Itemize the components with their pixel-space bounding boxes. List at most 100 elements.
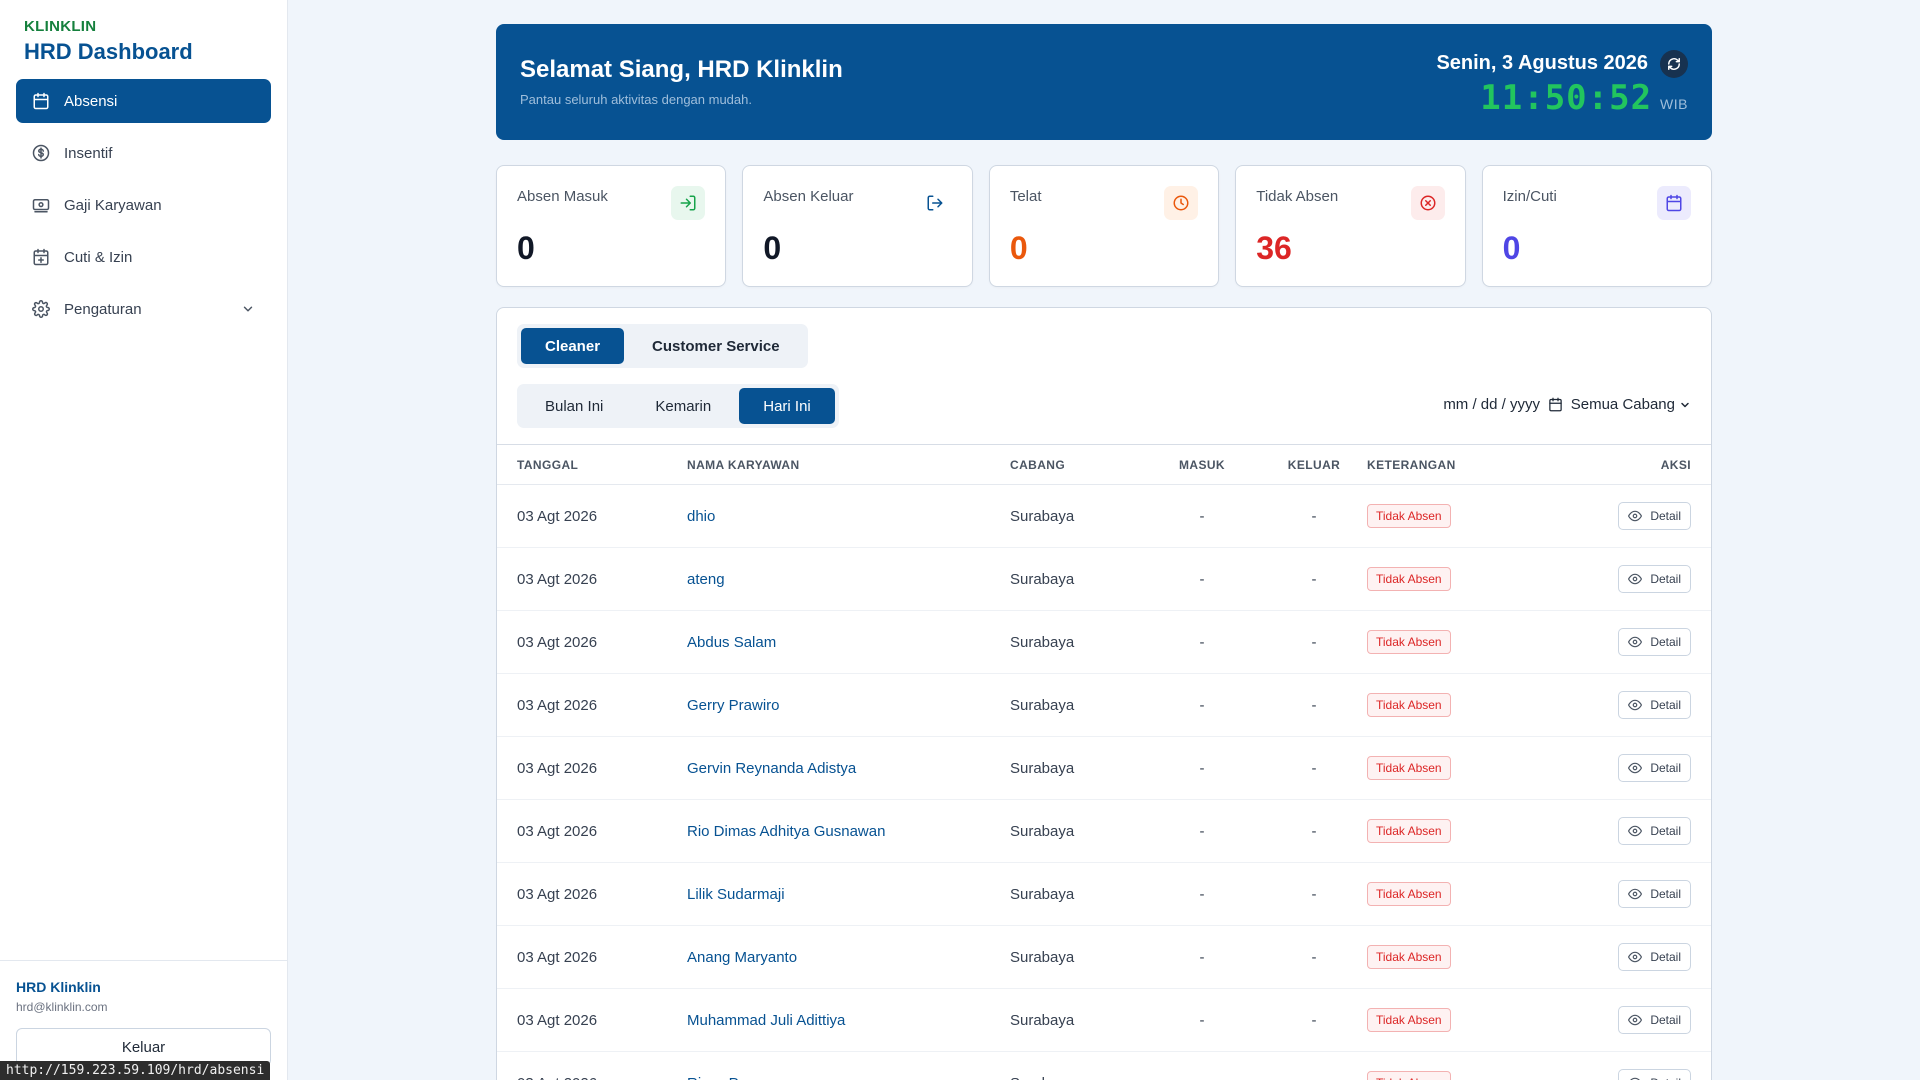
employee-name-link[interactable]: dhio	[687, 507, 716, 525]
eye-icon	[1628, 698, 1643, 712]
detail-button[interactable]: Detail	[1618, 754, 1691, 782]
employee-name-link[interactable]: Abdus Salam	[687, 633, 777, 651]
eye-icon	[1628, 761, 1643, 775]
calendar-icon[interactable]	[1548, 397, 1563, 412]
eye-icon	[1628, 1013, 1643, 1027]
row-note: Tidak Absen	[1367, 737, 1567, 800]
date-filter-input[interactable]: mm / dd / yyyy	[1443, 396, 1563, 413]
stat-value: 0	[763, 230, 782, 266]
sidebar-item-label: Gaji Karyawan	[64, 196, 162, 214]
sidebar-item-insentif[interactable]: Insentif	[16, 131, 271, 175]
row-branch: Surabaya	[1010, 948, 1075, 966]
detail-button[interactable]: Detail	[1618, 565, 1691, 593]
status-badge: Tidak Absen	[1367, 945, 1451, 969]
table-row: 03 Agt 2026 dhio Surabaya - - Tidak Abse…	[497, 485, 1711, 548]
branch-select[interactable]: Semua Cabang	[1571, 396, 1691, 413]
status-badge: Tidak Absen	[1367, 756, 1451, 780]
clock: 11:50:52 WIB	[1480, 78, 1688, 118]
sidebar-item-cuti-izin[interactable]: Cuti & Izin	[16, 235, 271, 279]
tab-kemarin[interactable]: Kemarin	[655, 397, 712, 415]
logout-icon	[917, 186, 952, 220]
detail-label: Detail	[1650, 1076, 1681, 1080]
row-employee: Anang Maryanto	[687, 926, 1010, 989]
row-branch: Surabaya	[1010, 759, 1075, 777]
row-note: Tidak Absen	[1367, 485, 1567, 548]
stat-value: 0	[1502, 230, 1521, 266]
row-in: -	[1199, 1011, 1205, 1029]
row-in: -	[1199, 507, 1205, 525]
eye-icon	[1628, 950, 1643, 964]
detail-label: Detail	[1650, 635, 1681, 649]
brand-name: KLINKLIN	[24, 18, 97, 35]
sidebar-item-absensi[interactable]: Absensi	[16, 79, 271, 123]
detail-button[interactable]: Detail	[1618, 943, 1691, 971]
refresh-button[interactable]	[1660, 50, 1688, 78]
eye-icon	[1628, 572, 1643, 586]
detail-button[interactable]: Detail	[1618, 502, 1691, 530]
employee-name-link[interactable]: Anang Maryanto	[687, 948, 798, 966]
row-out: -	[1261, 1052, 1367, 1080]
row-date: 03 Agt 2026	[497, 1052, 687, 1080]
row-note: Tidak Absen	[1367, 1052, 1567, 1080]
detail-button[interactable]: Detail	[1618, 817, 1691, 845]
stat-value: 0	[517, 230, 535, 266]
row-employee: Muhammad Juli Adittiya	[687, 989, 1010, 1052]
status-badge: Tidak Absen	[1367, 819, 1451, 843]
employee-name-link[interactable]: Gervin Reynanda Adistya	[687, 759, 857, 777]
calendar-plus-icon	[32, 248, 50, 266]
employee-name-link[interactable]: Rizgy Pra...	[687, 1075, 765, 1080]
stat-value: 0	[1009, 230, 1028, 266]
row-branch: Surabaya	[1010, 570, 1075, 588]
calendar-icon	[1657, 186, 1692, 220]
branch-select-value: Semua Cabang	[1570, 396, 1675, 413]
employee-name-link[interactable]: Rio Dimas Adhitya Gusnawan	[687, 822, 886, 840]
sidebar: KLINKLIN HRD Dashboard Absensi Insentif …	[0, 0, 288, 1080]
employee-name-link[interactable]: Lilik Sudarmaji	[687, 885, 785, 903]
greeting-title: Selamat Siang, HRD Klinklin	[520, 56, 843, 83]
row-date: 03 Agt 2026	[517, 633, 598, 651]
detail-button[interactable]: Detail	[1618, 1006, 1691, 1034]
brand: KLINKLIN HRD Dashboard	[0, 0, 287, 65]
row-out: -	[1311, 507, 1317, 525]
sidebar-item-pengaturan[interactable]: Pengaturan	[16, 287, 271, 331]
row-employee: Lilik Sudarmaji	[687, 863, 1010, 926]
date-placeholder: mm / dd / yyyy	[1443, 396, 1540, 413]
employee-name-link[interactable]: Muhammad Juli Adittiya	[687, 1011, 846, 1029]
detail-button[interactable]: Detail	[1618, 880, 1691, 908]
status-badge: Tidak Absen	[1367, 693, 1451, 717]
detail-button[interactable]: Detail	[1618, 628, 1691, 656]
detail-button[interactable]: Detail	[1618, 691, 1691, 719]
tab-customer-service[interactable]: Customer Service	[652, 337, 780, 355]
column-header-branch: CABANG	[1010, 457, 1066, 472]
refresh-icon	[1667, 57, 1681, 71]
attendance-table: TANGGAL NAMA KARYAWAN CABANG MASUK KELUA…	[497, 444, 1711, 1080]
row-out: -	[1311, 570, 1317, 588]
row-employee: Gerry Prawiro	[687, 674, 1010, 737]
chevron-down-icon	[1679, 399, 1691, 411]
sidebar-item-label: Insentif	[64, 144, 113, 162]
role-tabs: Cleaner Customer Service	[517, 324, 808, 368]
tab-hari-ini[interactable]: Hari Ini	[739, 388, 835, 424]
row-action: Detail	[1567, 737, 1711, 800]
row-date: 03 Agt 2026	[517, 1011, 598, 1029]
tab-bulan-ini[interactable]: Bulan Ini	[545, 397, 604, 415]
tab-cleaner[interactable]: Cleaner	[521, 328, 625, 364]
table-header-row: TANGGAL NAMA KARYAWAN CABANG MASUK KELUA…	[497, 444, 1711, 485]
row-in: -	[1199, 885, 1205, 903]
stat-value: 36	[1256, 230, 1292, 266]
row-date: 03 Agt 2026	[517, 822, 598, 840]
status-bar-url: http://159.223.59.109/hrd/absensi	[0, 1061, 271, 1080]
eye-icon	[1628, 1076, 1642, 1080]
login-icon	[671, 186, 706, 220]
eye-icon	[1628, 824, 1643, 838]
sidebar-nav: Absensi Insentif Gaji Karyawan Cuti & Iz…	[0, 65, 287, 331]
row-note: Tidak Absen	[1367, 674, 1567, 737]
detail-button[interactable]: Detail	[1618, 1069, 1691, 1080]
employee-name-link[interactable]: Gerry Prawiro	[687, 696, 780, 714]
detail-label: Detail	[1650, 572, 1681, 586]
sidebar-item-gaji-karyawan[interactable]: Gaji Karyawan	[16, 183, 271, 227]
employee-name-link[interactable]: ateng	[687, 570, 725, 588]
row-out: -	[1311, 1011, 1317, 1029]
row-out: -	[1311, 948, 1317, 966]
row-action: Detail	[1567, 800, 1711, 863]
